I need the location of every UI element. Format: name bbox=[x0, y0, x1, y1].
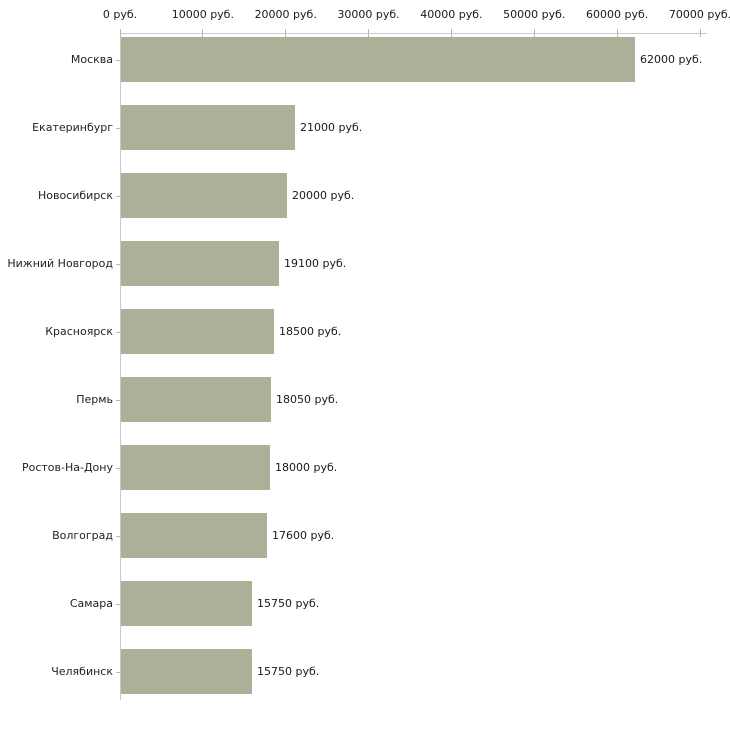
bar-7 bbox=[121, 513, 267, 558]
value-label: 17600 руб. bbox=[272, 529, 335, 542]
bar-5 bbox=[121, 377, 271, 422]
y-tick-mark bbox=[116, 128, 120, 129]
bar-1 bbox=[121, 105, 295, 150]
value-label: 15750 руб. bbox=[257, 665, 320, 678]
x-tick-mark bbox=[202, 29, 204, 37]
x-axis-line bbox=[120, 33, 707, 34]
bar-2 bbox=[121, 173, 287, 218]
x-tick-label: 0 руб. bbox=[102, 8, 138, 21]
value-label: 18050 руб. bbox=[276, 393, 339, 406]
bar-3 bbox=[121, 241, 279, 286]
value-label: 62000 руб. bbox=[640, 53, 703, 66]
value-label: 15750 руб. bbox=[257, 597, 320, 610]
y-tick-mark bbox=[116, 264, 120, 265]
category-label: Новосибирск bbox=[37, 189, 113, 202]
category-label: Екатеринбург bbox=[32, 121, 113, 134]
category-label: Челябинск bbox=[51, 665, 113, 678]
y-tick-mark bbox=[116, 536, 120, 537]
y-tick-mark bbox=[116, 196, 120, 197]
value-label: 19100 руб. bbox=[284, 257, 347, 270]
bar-0 bbox=[121, 37, 635, 82]
x-tick-label: 10000 руб. bbox=[171, 8, 234, 21]
x-tick-label: 40000 руб. bbox=[420, 8, 483, 21]
value-label: 21000 руб. bbox=[300, 121, 363, 134]
bar-9 bbox=[121, 649, 252, 694]
x-tick-mark bbox=[533, 29, 535, 37]
value-label: 18500 руб. bbox=[279, 325, 342, 338]
value-label: 20000 руб. bbox=[292, 189, 355, 202]
value-label: 18000 руб. bbox=[275, 461, 338, 474]
category-label: Пермь bbox=[76, 393, 113, 406]
x-tick-mark bbox=[699, 29, 701, 37]
x-tick-mark bbox=[368, 29, 370, 37]
y-tick-mark bbox=[116, 60, 120, 61]
x-tick-label: 50000 руб. bbox=[503, 8, 566, 21]
x-tick-label: 60000 руб. bbox=[586, 8, 649, 21]
x-tick-label: 70000 руб. bbox=[668, 8, 730, 21]
y-tick-mark bbox=[116, 332, 120, 333]
category-label: Красноярск bbox=[45, 325, 113, 338]
bar-4 bbox=[121, 309, 274, 354]
x-tick-mark bbox=[616, 29, 618, 37]
y-tick-mark bbox=[116, 604, 120, 605]
y-tick-mark bbox=[116, 468, 120, 469]
category-label: Ростов-На-Дону bbox=[21, 461, 113, 474]
category-label: Волгоград bbox=[52, 529, 113, 542]
x-tick-mark bbox=[450, 29, 452, 37]
x-tick-label: 20000 руб. bbox=[254, 8, 317, 21]
bar-6 bbox=[121, 445, 270, 490]
category-label: Самара bbox=[69, 597, 113, 610]
category-label: Нижний Новгород bbox=[7, 257, 113, 270]
x-tick-mark bbox=[119, 29, 121, 37]
y-tick-mark bbox=[116, 672, 120, 673]
x-tick-label: 30000 руб. bbox=[337, 8, 400, 21]
y-axis-line bbox=[120, 33, 121, 700]
y-tick-mark bbox=[116, 400, 120, 401]
bar-8 bbox=[121, 581, 252, 626]
category-label: Москва bbox=[70, 53, 113, 66]
x-tick-mark bbox=[285, 29, 287, 37]
